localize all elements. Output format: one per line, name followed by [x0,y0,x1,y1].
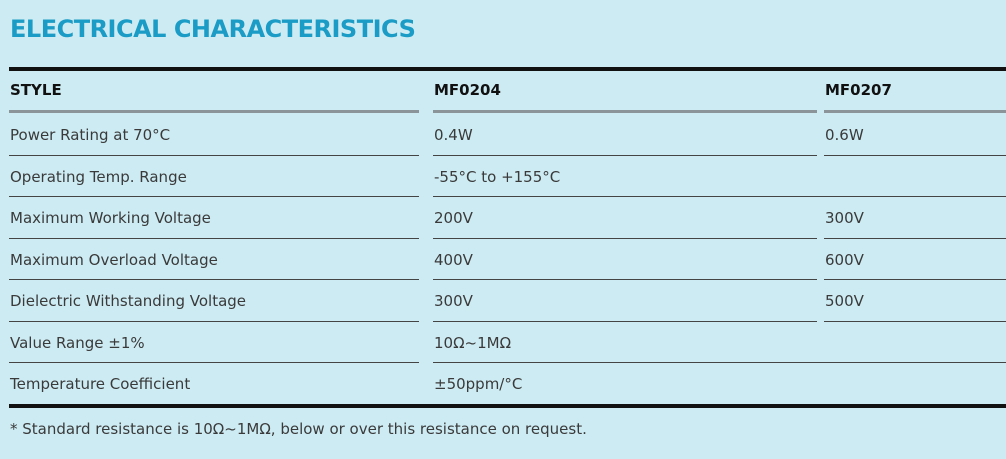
row-rule [9,154,419,156]
row-rule [824,154,1006,156]
row-label: Maximum Overload Voltage [10,250,218,269]
header-cell: MF0207 [825,81,892,99]
cell-value: 600V [825,250,864,269]
row-rule [433,279,817,280]
cell-value: 0.4W [434,126,473,144]
cell-value: 0.6W [825,126,864,144]
row-label: Dielectric Withstanding Voltage [10,292,247,310]
row-label: Power Rating at 70°C [10,126,171,144]
cell-value: 300V [434,292,473,310]
title: ELECTRICAL CHARACTERISTICS [10,15,416,43]
header-rule [433,110,817,113]
cell-value: 400V [434,250,473,269]
header-rule [824,110,1006,113]
cell-value: 500V [825,292,864,310]
cell-value: ±50ppm/°C [434,375,523,393]
cell-value: 10Ω~1MΩ [434,333,512,352]
row-rule [433,362,1006,363]
top-rule [9,67,1006,71]
row-label: Operating Temp. Range [10,167,187,186]
header-rule [9,110,419,113]
header-cell: MF0204 [434,81,501,99]
row-rule [433,237,817,239]
cell-value: 200V [434,209,473,227]
row-rule [9,320,419,322]
row-rule [9,279,419,280]
row-label: Temperature Coefficient [10,375,191,393]
cell-value: -55°C to +155°C [434,167,561,186]
row-rule [824,237,1006,239]
row-rule [9,237,419,239]
bottom-rule [9,404,1006,408]
row-rule [9,362,419,363]
row-rule [9,196,419,197]
row-rule [824,279,1006,280]
header-cell: STYLE [10,81,62,99]
cell-value: 300V [825,209,864,227]
row-rule [433,196,1006,197]
row-label: Value Range ±1% [10,333,145,352]
footnote: * Standard resistance is 10Ω~1MΩ, below … [10,420,587,438]
row-rule [433,154,817,156]
row-label: Maximum Working Voltage [10,209,211,227]
row-rule [824,320,1006,322]
row-rule [433,320,817,322]
